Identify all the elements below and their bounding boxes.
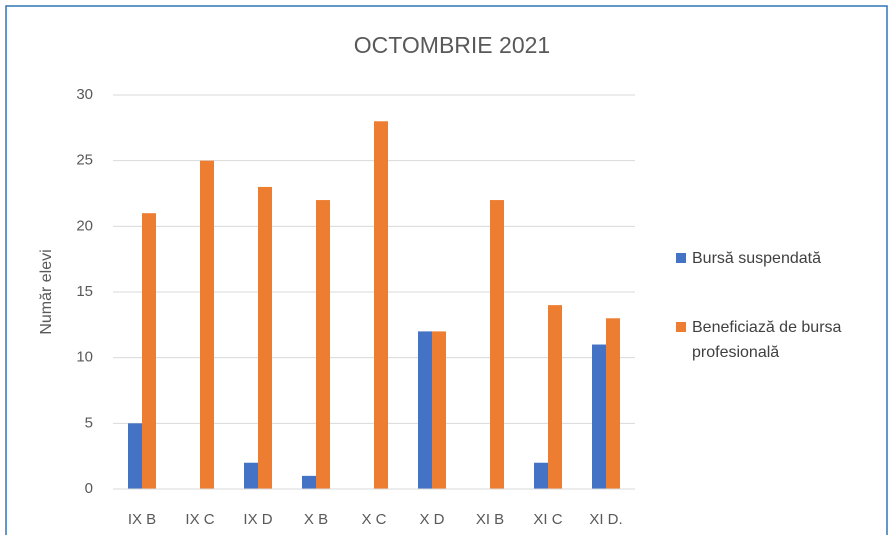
y-tick-label: 15: [76, 283, 93, 300]
bar: [490, 200, 504, 490]
x-tick-label: X C: [361, 511, 386, 528]
x-tick-label: X D: [419, 511, 444, 528]
bar: [592, 344, 606, 489]
x-tick-label: X B: [304, 511, 328, 528]
y-tick-label: 5: [85, 414, 93, 431]
chart-title: OCTOMBRIE 2021: [354, 32, 550, 58]
bar: [606, 318, 620, 489]
bar: [128, 423, 142, 489]
bar: [316, 200, 330, 490]
y-axis-label: Număr elevi: [38, 249, 55, 334]
bar: [200, 160, 214, 489]
y-tick-label: 25: [76, 152, 93, 169]
legend-label: Beneficiază de bursa profesională: [692, 319, 842, 361]
bar: [142, 213, 156, 489]
x-tick-label: IX B: [128, 511, 156, 528]
x-tick-label: XI D.: [589, 511, 622, 528]
x-tick-label: XI C: [533, 511, 562, 528]
y-tick-label: 0: [85, 480, 93, 497]
y-tick-label: 10: [76, 349, 93, 366]
bar: [258, 186, 272, 489]
x-tick-label: IX D: [243, 511, 272, 528]
y-tick-label: 20: [76, 217, 93, 234]
bar: [548, 305, 562, 489]
bar: [418, 331, 432, 489]
legend-swatch: [676, 253, 686, 263]
x-tick-label: IX C: [185, 511, 214, 528]
bar: [302, 475, 316, 489]
bar: [534, 462, 548, 489]
legend-swatch: [676, 322, 686, 332]
bar: [244, 462, 258, 489]
legend-label: Bursă suspendată: [692, 250, 821, 267]
y-tick-label: 30: [76, 86, 93, 103]
x-tick-label: XI B: [476, 511, 504, 528]
bar: [374, 121, 388, 490]
bar: [432, 331, 446, 489]
